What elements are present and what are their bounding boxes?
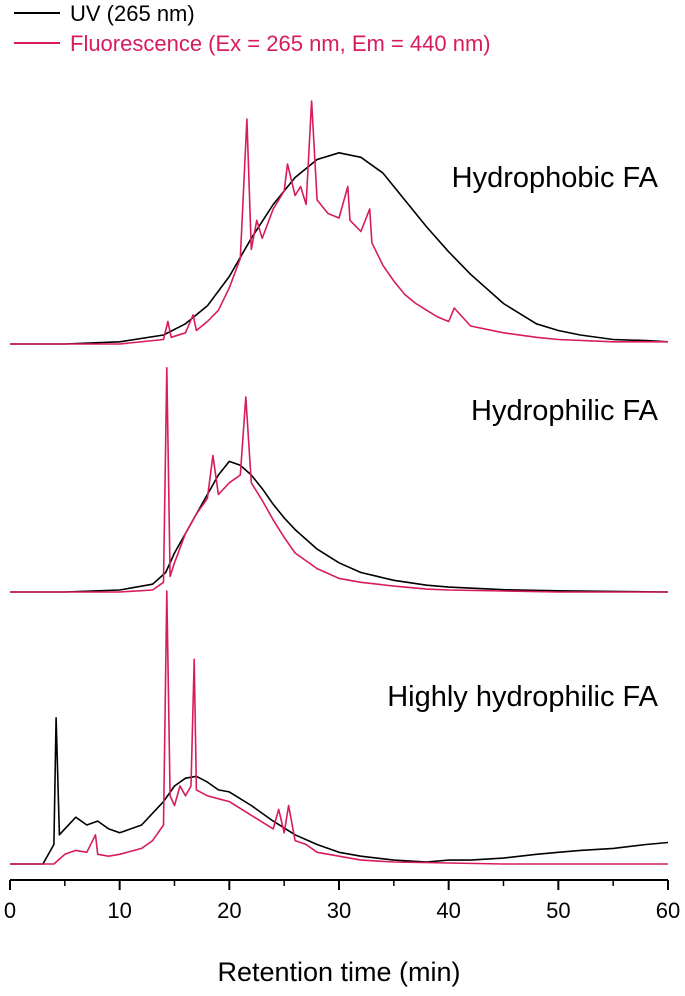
legend: UV (265 nm) Fluorescence (Ex = 265 nm, E… [14, 1, 491, 56]
legend-uv-label: UV (265 nm) [70, 1, 195, 26]
uv-line-highly-hydrophilic [10, 716, 669, 865]
fluorescence-line-hydrophobic [10, 100, 668, 345]
x-tick-label: 20 [217, 898, 241, 923]
legend-fluorescence-label: Fluorescence (Ex = 265 nm, Em = 440 nm) [70, 31, 491, 56]
series-layer [10, 100, 669, 865]
x-tick-label: 60 [656, 898, 680, 923]
fluorescence-line-hydrophilic [10, 366, 668, 593]
panel-label-highly-hydrophilic: Highly hydrophilic FA [387, 681, 658, 713]
uv-line-hydrophilic [10, 460, 669, 593]
x-axis [9, 879, 669, 890]
x-tick-label: 50 [546, 898, 570, 923]
x-tick-label: 30 [327, 898, 351, 923]
panel-label-hydrophilic: Hydrophilic FA [471, 395, 659, 427]
x-tick-label: 10 [107, 898, 131, 923]
x-tick-label: 40 [436, 898, 460, 923]
fluorescence-line-highly-hydrophilic [10, 590, 668, 865]
x-axis-title: Retention time (min) [217, 957, 460, 987]
x-tick-label: 0 [4, 898, 16, 923]
panel-label-hydrophobic: Hydrophobic FA [452, 162, 659, 194]
uv-line-hydrophobic [10, 152, 669, 345]
